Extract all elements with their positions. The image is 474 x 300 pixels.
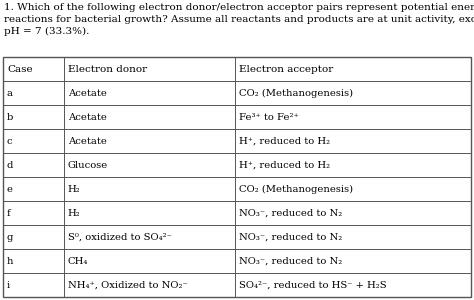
Text: h: h bbox=[7, 256, 13, 266]
Text: NO₃⁻, reduced to N₂: NO₃⁻, reduced to N₂ bbox=[239, 256, 342, 266]
Text: c: c bbox=[7, 136, 13, 146]
Text: Acetate: Acetate bbox=[68, 88, 107, 98]
Text: Electron acceptor: Electron acceptor bbox=[239, 64, 333, 74]
Text: SO₄²⁻, reduced to HS⁻ + H₂S: SO₄²⁻, reduced to HS⁻ + H₂S bbox=[239, 280, 386, 290]
Text: d: d bbox=[7, 160, 13, 169]
Text: CO₂ (Methanogenesis): CO₂ (Methanogenesis) bbox=[239, 184, 353, 194]
Text: CO₂ (Methanogenesis): CO₂ (Methanogenesis) bbox=[239, 88, 353, 98]
Text: Fe³⁺ to Fe²⁺: Fe³⁺ to Fe²⁺ bbox=[239, 112, 299, 122]
Text: i: i bbox=[7, 280, 10, 290]
Text: Case: Case bbox=[7, 64, 33, 74]
Text: f: f bbox=[7, 208, 11, 217]
Text: Electron donor: Electron donor bbox=[68, 64, 147, 74]
Text: CH₄: CH₄ bbox=[68, 256, 88, 266]
Text: 1. Which of the following electron donor/electron acceptor pairs represent poten: 1. Which of the following electron donor… bbox=[4, 3, 474, 37]
Text: H⁺, reduced to H₂: H⁺, reduced to H₂ bbox=[239, 160, 330, 169]
Text: H₂: H₂ bbox=[68, 208, 81, 217]
Text: S⁰, oxidized to SO₄²⁻: S⁰, oxidized to SO₄²⁻ bbox=[68, 232, 172, 242]
Text: H⁺, reduced to H₂: H⁺, reduced to H₂ bbox=[239, 136, 330, 146]
Text: Acetate: Acetate bbox=[68, 136, 107, 146]
Text: e: e bbox=[7, 184, 13, 194]
Text: a: a bbox=[7, 88, 13, 98]
Bar bbox=[3, 57, 471, 297]
Text: Acetate: Acetate bbox=[68, 112, 107, 122]
Text: H₂: H₂ bbox=[68, 184, 81, 194]
Text: NH₄⁺, Oxidized to NO₂⁻: NH₄⁺, Oxidized to NO₂⁻ bbox=[68, 280, 188, 290]
Text: NO₃⁻, reduced to N₂: NO₃⁻, reduced to N₂ bbox=[239, 208, 342, 217]
Text: Glucose: Glucose bbox=[68, 160, 108, 169]
Text: g: g bbox=[7, 232, 13, 242]
Text: NO₃⁻, reduced to N₂: NO₃⁻, reduced to N₂ bbox=[239, 232, 342, 242]
Text: b: b bbox=[7, 112, 13, 122]
